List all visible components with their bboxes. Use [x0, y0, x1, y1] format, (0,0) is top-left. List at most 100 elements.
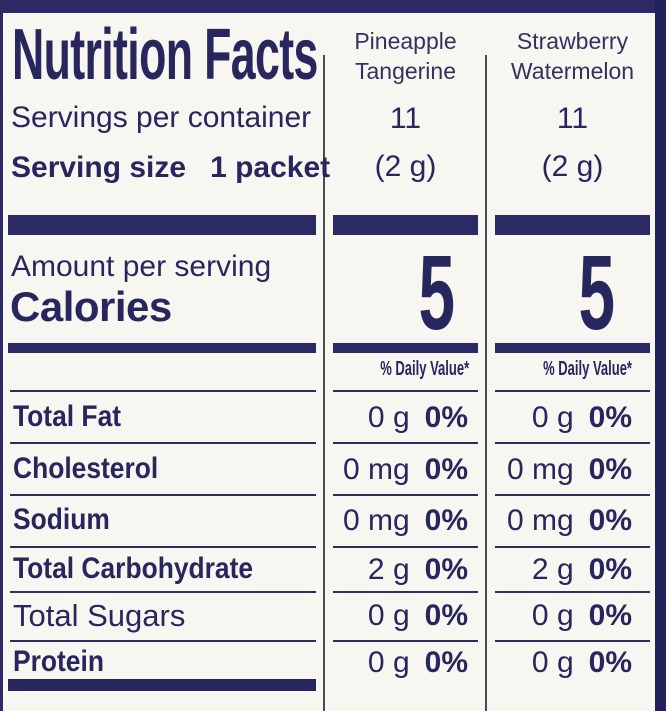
hairline: [0, 442, 666, 444]
hairline-segment: [10, 591, 316, 593]
hairline-segment: [10, 442, 316, 444]
separator-bar-medium: [0, 343, 666, 353]
top-border-bar: [0, 0, 666, 13]
nutrient-daily-value: 0%: [424, 646, 468, 679]
servings-value-flavor1: 11: [389, 102, 422, 135]
nutrient-name: Protein: [13, 645, 104, 678]
nutrient-daily-value: 0%: [588, 453, 632, 486]
serving-size-grams-flavor1: (2 g): [374, 150, 437, 183]
nutrient-amount: 0 mg: [506, 504, 574, 537]
nutrient-amount: 2 g: [367, 553, 410, 586]
nutrient-amount: 0 g: [531, 401, 574, 434]
hairline: [0, 640, 666, 642]
calories-label: Calories: [10, 283, 172, 330]
hairline-segment: [333, 546, 478, 548]
separator-segment: [333, 215, 478, 235]
serving-size-label: Serving size: [11, 151, 187, 184]
nutrient-amount: 0 g: [367, 646, 410, 679]
hairline: [0, 591, 666, 593]
hairline-segment: [10, 640, 316, 642]
nutrient-name: Cholesterol: [13, 452, 159, 485]
column-divider-1: [323, 55, 325, 711]
hairline-segment: [495, 494, 650, 496]
nutrient-daily-value: 0%: [588, 553, 632, 586]
daily-value-header-flavor2: % Daily Value*: [543, 358, 632, 380]
nutrient-daily-value: 0%: [588, 599, 632, 632]
calories-value-flavor2: 5: [578, 234, 615, 352]
nutrient-name: Total Carbohydrate: [13, 552, 254, 585]
separator-segment: [8, 215, 316, 235]
hairline-segment: [495, 390, 650, 392]
nutrient-amount: 0 mg: [342, 453, 410, 486]
hairline: [0, 390, 666, 392]
nutrient-values-flavor2: 0 mg 0%: [495, 453, 632, 487]
nutrient-daily-value: 0%: [424, 453, 468, 486]
nutrient-amount: 0 g: [531, 599, 574, 632]
separator-segment: [495, 215, 650, 235]
nutrient-row-protein: Protein 0 g 0% 0 g 0%: [0, 645, 666, 693]
servings-per-container-label: Servings per container: [11, 101, 312, 134]
flavor-header-strawberry-watermelon: Strawberry Watermelon: [510, 28, 635, 84]
left-border: [0, 0, 3, 711]
hairline-segment: [495, 640, 650, 642]
nutrient-daily-value: 0%: [424, 401, 468, 434]
nutrient-row-total-sugars: Total Sugars 0 g 0% 0 g 0%: [0, 598, 666, 646]
hairline-segment: [333, 494, 478, 496]
nutrient-values-flavor1: 0 g 0%: [333, 646, 468, 680]
hairline-segment: [10, 546, 316, 548]
nutrient-daily-value: 0%: [588, 504, 632, 537]
calories-value-flavor1: 5: [418, 234, 455, 352]
nutrient-name: Sodium: [13, 503, 110, 536]
nutrient-amount: 0 g: [367, 599, 410, 632]
hairline-segment: [333, 591, 478, 593]
nutrient-name: Total Sugars: [13, 598, 186, 633]
serving-size-grams-flavor2: (2 g): [541, 150, 604, 183]
nutrient-row-sodium: Sodium 0 mg 0% 0 mg 0%: [0, 503, 666, 551]
nutrient-name: Total Fat: [13, 400, 122, 433]
serving-size-row: Serving size 1 packet: [11, 151, 330, 185]
nutrient-amount: 2 g: [531, 553, 574, 586]
nutrient-row-total-carbohydrate: Total Carbohydrate 2 g 0% 2 g 0%: [0, 552, 666, 600]
nutrient-daily-value: 0%: [588, 401, 632, 434]
nutrient-values-flavor1: 0 g 0%: [333, 401, 468, 435]
nutrient-daily-value: 0%: [424, 599, 468, 632]
hairline-segment: [333, 390, 478, 392]
nutrient-values-flavor2: 2 g 0%: [495, 553, 632, 587]
separator-segment: [333, 343, 478, 353]
right-border: [655, 0, 666, 711]
flavor-header-pineapple-tangerine: Pineapple Tangerine: [354, 28, 457, 84]
nutrient-values-flavor2: 0 g 0%: [495, 646, 632, 680]
daily-value-header-flavor1: % Daily Value*: [380, 358, 470, 380]
hairline-segment: [333, 640, 478, 642]
hairline: [0, 494, 666, 496]
nutrient-row-cholesterol: Cholesterol 0 mg 0% 0 mg 0%: [0, 452, 666, 500]
nutrient-values-flavor1: 0 g 0%: [333, 599, 468, 633]
hairline-segment: [495, 442, 650, 444]
hairline-segment: [495, 591, 650, 593]
amount-per-serving-label: Amount per serving: [11, 250, 272, 283]
hairline-segment: [333, 442, 478, 444]
nutrient-row-total-fat: Total Fat 0 g 0% 0 g 0%: [0, 400, 666, 448]
nutrient-values-flavor2: 0 g 0%: [495, 401, 632, 435]
bottom-thick-bar: [8, 679, 316, 691]
separator-segment: [495, 343, 650, 353]
nutrition-facts-title: Nutrition Facts: [12, 15, 318, 95]
nutrient-amount: 0 mg: [506, 453, 574, 486]
nutrient-daily-value: 0%: [424, 504, 468, 537]
hairline-segment: [10, 390, 316, 392]
hairline-segment: [10, 494, 316, 496]
nutrient-values-flavor1: 0 mg 0%: [333, 504, 468, 538]
column-divider-2: [485, 55, 487, 711]
nutrient-values-flavor2: 0 mg 0%: [495, 504, 632, 538]
hairline: [0, 546, 666, 548]
nutrient-amount: 0 g: [367, 401, 410, 434]
separator-bar-thick: [0, 215, 666, 235]
hairline-segment: [495, 546, 650, 548]
nutrient-values-flavor2: 0 g 0%: [495, 599, 632, 633]
nutrient-daily-value: 0%: [588, 646, 632, 679]
servings-value-flavor2: 11: [556, 102, 589, 135]
nutrient-daily-value: 0%: [424, 553, 468, 586]
nutrient-values-flavor1: 0 mg 0%: [333, 453, 468, 487]
nutrient-amount: 0 g: [531, 646, 574, 679]
